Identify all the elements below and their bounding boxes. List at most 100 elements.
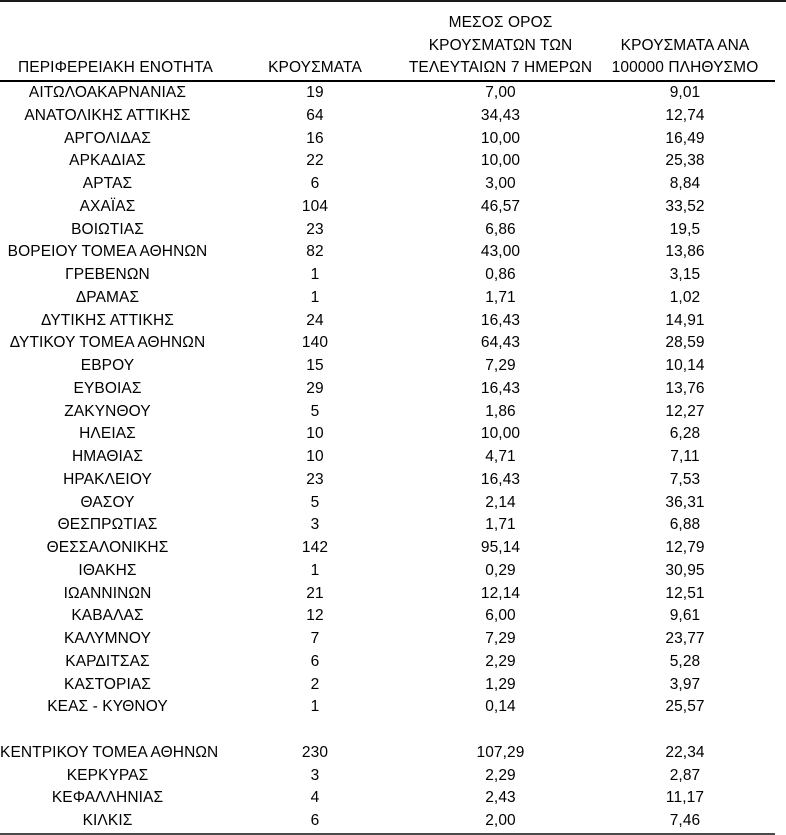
cell-region: ΚΑΣΤΟΡΙΑΣ (64, 675, 151, 693)
cell-region: ΚΑΡΔΙΤΣΑΣ (65, 652, 150, 670)
table-row: ΗΡΑΚΛΕΙΟΥ 23 16,43 7,53 (0, 469, 775, 492)
cell-per100k: 14,91 (665, 311, 705, 329)
cell-avg7days: 16,43 (480, 470, 521, 488)
cell-per100k: 7,46 (595, 810, 775, 835)
cell-per100k: 36,31 (665, 493, 705, 511)
cell-avg7days: 6,86 (485, 220, 516, 238)
table-row: ΗΜΑΘΙΑΣ 10 4,71 7,11 (0, 446, 775, 469)
cell-cases: 16 (306, 129, 324, 147)
cell-per100k: 13,76 (665, 379, 705, 397)
cell-avg7days: 1,86 (485, 402, 516, 420)
table-row: ΙΩΑΝΝΙΝΩΝ 21 12,14 12,51 (0, 583, 775, 606)
cell-cases: 10 (306, 425, 324, 443)
table-row: ΚΑΡΔΙΤΣΑΣ 6 2,29 5,28 (0, 651, 775, 674)
cell-per100k (595, 719, 775, 742)
cell-avg7days: 1,71 (485, 516, 516, 534)
cell-per100k: 7,11 (670, 448, 700, 465)
cell-region: ΘΕΣΣΑΛΟΝΙΚΗΣ (46, 539, 169, 556)
cell-region: ΒΟΙΩΤΙΑΣ (71, 220, 144, 238)
cell-per100k: 6,88 (669, 516, 701, 534)
cell-region: ΚΕΝΤΡΙΚΟΥ ΤΟΜΕΑ ΑΘΗΝΩΝ (0, 743, 219, 761)
cell-avg7days: 2,14 (485, 493, 516, 511)
cell-avg7days: 10,00 (480, 129, 521, 147)
cell-region: ΑΡΤΑΣ (82, 175, 133, 192)
cell-per100k: 10,14 (665, 357, 705, 374)
column-header-region: ΠΕΡΙΦΕΡΕΙΑΚΗ ΕΝΟΤΗΤΑ (0, 2, 224, 82)
table-row: ΔΥΤΙΚΟΥ ΤΟΜΕΑ ΑΘΗΝΩΝ 140 64,43 28,59 (0, 332, 775, 355)
cell-per100k: 33,52 (665, 197, 705, 215)
cell-per100k: 5,28 (669, 652, 701, 670)
table-row: ΕΥΒΟΙΑΣ 29 16,43 13,76 (0, 378, 775, 401)
table-row: ΚΕΡΚΥΡΑΣ 3 2,29 2,87 (0, 765, 775, 788)
cell-cases: 23 (306, 470, 324, 488)
cell-cases: 22 (306, 152, 324, 170)
cell-per100k: 9,61 (669, 607, 701, 625)
cell-per100k: 3,15 (669, 266, 701, 283)
cell-region: ΕΥΒΟΙΑΣ (73, 379, 142, 397)
cell-cases: 104 (301, 197, 329, 215)
cell-region: ΚΕΡΚΥΡΑΣ (66, 766, 149, 784)
cell-region: ΚΕΑΣ - ΚΥΘΝΟΥ (47, 698, 168, 716)
cell-avg7days: 46,57 (480, 197, 521, 215)
cell-per100k: 30,95 (665, 561, 705, 579)
cell-avg7days: 107,29 (476, 743, 525, 761)
cell-avg7days: 64,43 (480, 334, 521, 352)
cell-region: ΗΜΑΘΙΑΣ (71, 448, 144, 465)
cell-region: ΘΕΣΠΡΩΤΙΑΣ (57, 516, 158, 534)
table-row: ΒΟΡΕΙΟΥ ΤΟΜΕΑ ΑΘΗΝΩΝ 82 43,00 13,86 (0, 241, 775, 264)
cell-region: ΕΒΡΟΥ (80, 357, 135, 374)
cell-per100k: 6,28 (669, 425, 701, 443)
cell-cases: 6 (310, 652, 320, 670)
table-row: ΙΘΑΚΗΣ 1 0,29 30,95 (0, 560, 775, 583)
cell-region: ΗΛΕΙΑΣ (79, 425, 136, 443)
cell-cases: 1 (310, 561, 320, 579)
cell-avg7days: 3,00 (485, 175, 516, 192)
cell-avg7days: 7,29 (485, 357, 516, 374)
table-row: ΖΑΚΥΝΘΟΥ 5 1,86 12,27 (0, 401, 775, 424)
cell-region: ΙΘΑΚΗΣ (78, 561, 137, 579)
cell-cases: 21 (306, 584, 324, 602)
cell-region: ΗΡΑΚΛΕΙΟΥ (63, 470, 152, 488)
cell-avg7days: 2,43 (485, 789, 516, 807)
cell-avg7days: 7,29 (485, 630, 516, 647)
cell-cases: 142 (301, 539, 329, 556)
cell-per100k: 12,79 (665, 539, 705, 556)
cell-avg7days: 2,29 (485, 652, 516, 670)
table-row: ΚΙΛΚΙΣ 6 2,00 7,46 (0, 810, 775, 835)
cell-per100k: 7,53 (669, 470, 701, 488)
cell-region: ΔΡΑΜΑΣ (75, 288, 140, 306)
cell-avg7days (406, 719, 595, 742)
cell-cases (224, 719, 406, 742)
cell-per100k: 2,87 (669, 766, 701, 784)
cell-avg7days: 43,00 (480, 243, 521, 261)
cell-cases: 12 (306, 607, 324, 625)
cell-cases: 230 (301, 743, 329, 761)
cell-per100k: 16,49 (665, 129, 705, 147)
cell-avg7days: 0,14 (485, 698, 516, 716)
cell-avg7days: 16,43 (480, 379, 521, 397)
cell-avg7days: 16,43 (480, 311, 521, 329)
cell-avg7days: 2,00 (406, 810, 595, 835)
cell-cases: 3 (310, 766, 320, 784)
table-row: ΑΝΑΤΟΛΙΚΗΣ ΑΤΤΙΚΗΣ 64 34,43 12,74 (0, 105, 775, 128)
cell-per100k: 11,17 (665, 789, 705, 807)
table-row: ΔΥΤΙΚΗΣ ΑΤΤΙΚΗΣ 24 16,43 14,91 (0, 310, 775, 333)
cell-region: ΑΧΑΪΑΣ (79, 197, 136, 215)
table-row: ΚΑΛΥΜΝΟΥ 7 7,29 23,77 (0, 628, 775, 651)
cell-avg7days: 0,86 (485, 266, 516, 283)
cell-per100k: 9,01 (669, 84, 701, 101)
cell-per100k: 13,86 (665, 243, 705, 261)
cell-cases: 1 (310, 266, 320, 283)
cell-region: ΑΡΚΑΔΙΑΣ (69, 152, 146, 170)
cell-per100k: 1,02 (669, 288, 701, 306)
cell-cases: 23 (306, 220, 324, 238)
table-row: ΘΑΣΟΥ 5 2,14 36,31 (0, 492, 775, 515)
cell-region: ΙΩΑΝΝΙΝΩΝ (63, 584, 152, 602)
table-row: ΚΕΦΑΛΛΗΝΙΑΣ 4 2,43 11,17 (0, 787, 775, 810)
cell-region (0, 719, 224, 742)
cell-per100k: 19,5 (669, 220, 701, 238)
cell-region: ΒΟΡΕΙΟΥ ΤΟΜΕΑ ΑΘΗΝΩΝ (7, 243, 208, 261)
